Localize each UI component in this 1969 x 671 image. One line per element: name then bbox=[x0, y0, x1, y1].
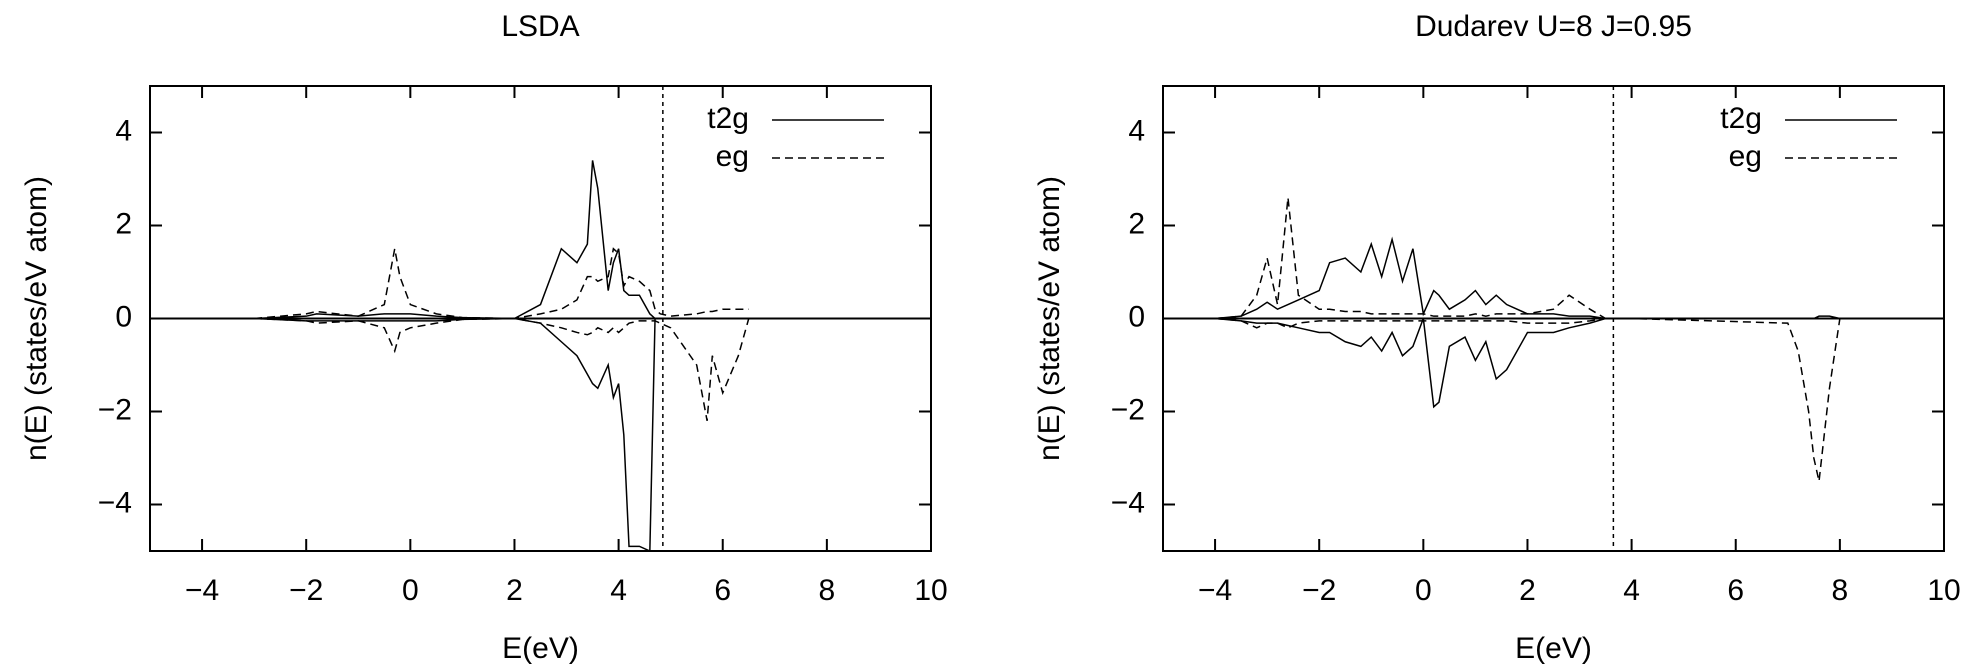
dos-line bbox=[254, 317, 749, 551]
x-tick-label: 0 bbox=[402, 574, 419, 607]
dos-line bbox=[254, 160, 749, 320]
dos-line bbox=[254, 317, 750, 421]
legend-label: eg bbox=[1729, 140, 1762, 173]
x-tick-label: −2 bbox=[289, 574, 323, 607]
y-tick-label: −2 bbox=[1111, 393, 1145, 426]
x-tick-label: 4 bbox=[610, 574, 627, 607]
x-tick-label: 2 bbox=[506, 574, 523, 607]
x-tick-label: 8 bbox=[1832, 574, 1849, 607]
dos-line bbox=[1214, 197, 1892, 320]
x-tick-label: 8 bbox=[819, 574, 836, 607]
y-tick-label: 2 bbox=[1128, 207, 1145, 240]
legend-label: t2g bbox=[707, 102, 749, 135]
y-tick-label: 0 bbox=[115, 300, 132, 333]
panel: Dudarev U=8 J=0.95 E(eV) n(E) (states/eV a… bbox=[1033, 10, 1961, 665]
y-axis-label: n(E) (states/eV atom) bbox=[1033, 176, 1066, 461]
plot-frame bbox=[149, 85, 932, 552]
y-axis-label: n(E) (states/eV atom) bbox=[20, 176, 53, 461]
y-tick-label: 4 bbox=[1128, 114, 1145, 147]
legend-label: t2g bbox=[1720, 102, 1762, 135]
x-axis-label: E(eV) bbox=[502, 632, 579, 665]
chart-title: LSDA bbox=[501, 10, 579, 43]
x-tick-label: −4 bbox=[1198, 574, 1232, 607]
plot-frame bbox=[1162, 85, 1945, 552]
x-tick-label: 0 bbox=[1415, 574, 1432, 607]
x-tick-label: 6 bbox=[1727, 574, 1744, 607]
y-tick-label: −2 bbox=[98, 393, 132, 426]
y-tick-label: −4 bbox=[1111, 486, 1145, 519]
x-axis-label: E(eV) bbox=[1515, 632, 1592, 665]
x-tick-label: −2 bbox=[1302, 574, 1336, 607]
chart-title: Dudarev U=8 J=0.95 bbox=[1415, 10, 1692, 43]
dos-line bbox=[254, 247, 749, 320]
x-tick-label: −4 bbox=[185, 574, 219, 607]
x-tick-label: 4 bbox=[1623, 574, 1640, 607]
y-tick-label: 0 bbox=[1128, 300, 1145, 333]
x-tick-label: 10 bbox=[914, 574, 947, 607]
x-tick-label: 10 bbox=[1927, 574, 1960, 607]
legend-label: eg bbox=[716, 140, 749, 173]
plot-area bbox=[254, 160, 750, 551]
x-tick-label: 6 bbox=[714, 574, 731, 607]
y-tick-label: 2 bbox=[115, 207, 132, 240]
panel: LSDA E(eV) n(E) (states/eV atom) −4 −2 0 2 4 6 8 1… bbox=[20, 10, 948, 665]
x-tick-label: 2 bbox=[1519, 574, 1536, 607]
dos-line bbox=[1214, 317, 1892, 482]
y-tick-label: 4 bbox=[115, 114, 132, 147]
y-tick-label: −4 bbox=[98, 486, 132, 519]
plot-area bbox=[1214, 197, 1892, 482]
